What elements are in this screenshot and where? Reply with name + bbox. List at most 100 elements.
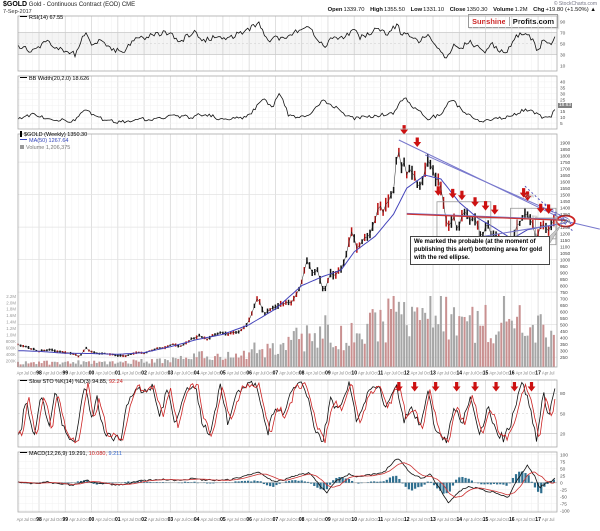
- macd-histogram-bar: [508, 482, 511, 484]
- macd-histogram-bar: [246, 480, 250, 483]
- volume-bar: [363, 343, 366, 367]
- svg-text:1500: 1500: [560, 192, 571, 197]
- macd-histogram-bar: [417, 482, 420, 488]
- volume-bar: [119, 361, 122, 367]
- red-down-arrow: [519, 188, 528, 198]
- volume-bar: [127, 363, 130, 367]
- volume-bar: [48, 364, 51, 367]
- svg-text:Jul: Jul: [155, 371, 160, 376]
- volume-bar: [82, 361, 85, 367]
- volume-bar: [481, 325, 484, 367]
- macd-histogram-bar: [139, 480, 143, 483]
- volume-bar: [287, 336, 290, 367]
- volume-bar: [418, 320, 421, 367]
- macd-histogram-bar: [136, 480, 139, 483]
- svg-text:00: 00: [89, 517, 95, 523]
- volume-legend: Volume 1,206,375: [20, 145, 70, 151]
- volume-bar: [324, 315, 327, 367]
- macd-histogram-bar: [23, 482, 26, 484]
- macd-histogram-bar: [385, 479, 388, 483]
- volume-bar: [432, 327, 435, 367]
- macd-histogram-bar: [489, 482, 492, 485]
- volume-bar: [253, 342, 256, 367]
- volume-bar: [56, 362, 59, 367]
- svg-text:Jul: Jul: [76, 517, 81, 522]
- svg-text:2.0M: 2.0M: [6, 300, 16, 305]
- volume-bar: [185, 357, 188, 367]
- volume-bar: [95, 362, 98, 367]
- volume-bar: [108, 361, 111, 367]
- volume-bar: [156, 358, 159, 367]
- svg-text:Oct: Oct: [503, 517, 510, 522]
- macd-histogram-bar: [480, 482, 483, 485]
- volume-bar: [85, 361, 88, 367]
- svg-text:03: 03: [168, 517, 174, 523]
- svg-text:Apr: Apr: [437, 371, 444, 376]
- svg-text:Apr: Apr: [227, 517, 234, 522]
- svg-text:Apr: Apr: [17, 371, 24, 376]
- volume-bar: [208, 359, 211, 367]
- svg-text:Jul: Jul: [339, 371, 344, 376]
- macd-histogram-bar: [483, 482, 486, 485]
- volume-bar: [132, 359, 135, 367]
- volume-bar: [129, 363, 132, 367]
- volume-bar: [416, 307, 419, 367]
- svg-text:400K: 400K: [6, 352, 16, 357]
- svg-text:Apr: Apr: [69, 371, 76, 376]
- svg-text:12: 12: [404, 517, 410, 523]
- svg-text:01: 01: [115, 371, 121, 377]
- macd-histogram-bar: [533, 482, 537, 488]
- svg-text:Oct: Oct: [424, 517, 431, 522]
- volume-bar: [219, 356, 222, 367]
- volume-bar: [334, 346, 337, 367]
- svg-text:13: 13: [430, 371, 436, 377]
- volume-bar: [523, 335, 526, 367]
- svg-text:1250: 1250: [560, 225, 571, 230]
- svg-text:Oct: Oct: [214, 371, 221, 376]
- macd-histogram-bar: [546, 482, 549, 484]
- svg-text:12: 12: [404, 371, 410, 377]
- rsi-line-marker-icon: [20, 16, 27, 17]
- svg-text:900: 900: [560, 270, 568, 275]
- svg-text:1050: 1050: [560, 251, 571, 256]
- volume-bar: [153, 362, 156, 367]
- svg-text:Oct: Oct: [161, 371, 168, 376]
- macd-histogram-bar: [398, 478, 401, 483]
- volume-bar: [550, 330, 553, 367]
- macd-histogram-bar: [527, 475, 530, 483]
- svg-text:Jul: Jul: [260, 371, 265, 376]
- volume-bar: [271, 343, 274, 367]
- svg-text:1000: 1000: [560, 257, 571, 262]
- svg-text:11: 11: [378, 371, 384, 377]
- trendline: [424, 154, 569, 220]
- svg-text:Jul: Jul: [418, 517, 423, 522]
- svg-text:50: 50: [560, 41, 566, 47]
- svg-text:10: 10: [560, 115, 566, 121]
- macd-histogram-bar: [316, 482, 319, 488]
- volume-bar: [426, 318, 429, 367]
- svg-text:Jul: Jul: [391, 371, 396, 376]
- macd-histogram-bar: [92, 482, 95, 484]
- chg-value: +19.80 (+1.50%) ▲: [545, 7, 596, 13]
- svg-text:Oct: Oct: [424, 371, 431, 376]
- svg-text:Jul: Jul: [24, 371, 29, 376]
- macd-histogram-bar: [401, 482, 404, 484]
- svg-text:Oct: Oct: [397, 371, 404, 376]
- volume-bar: [529, 327, 532, 367]
- svg-text:14: 14: [457, 371, 463, 377]
- volume-bar: [479, 325, 482, 367]
- volume-bar: [229, 357, 232, 367]
- svg-text:Oct: Oct: [319, 517, 326, 522]
- svg-text:Apr: Apr: [411, 517, 418, 522]
- volume-bar: [32, 362, 35, 367]
- svg-text:600K: 600K: [6, 345, 16, 350]
- volume-bar: [106, 364, 109, 367]
- volume-bar: [40, 363, 43, 367]
- volume-bar: [161, 363, 164, 367]
- volume-bar: [382, 321, 385, 367]
- svg-text:Jul: Jul: [313, 371, 318, 376]
- volume-bar: [305, 325, 308, 367]
- macd-histogram-bar: [146, 481, 149, 483]
- macd-histogram-bar: [212, 482, 215, 484]
